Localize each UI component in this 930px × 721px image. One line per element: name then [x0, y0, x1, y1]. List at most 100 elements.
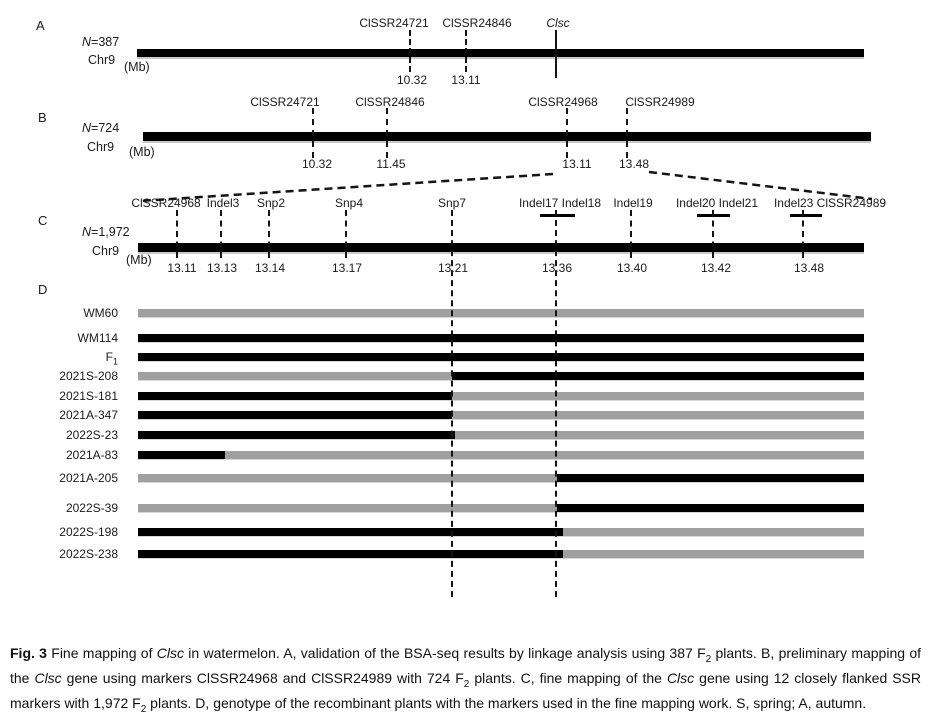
genotype-row: F1	[0, 350, 930, 366]
interval-line-right-dashed	[555, 210, 557, 597]
genotype-segment-black	[452, 372, 864, 380]
genotype-bar	[138, 451, 864, 459]
genotype-bar	[138, 504, 864, 512]
genotype-row-label: 2022S-23	[65, 428, 118, 442]
caption-fragment: Fine mapping of	[46, 645, 157, 661]
marker-line-dashed	[268, 210, 270, 258]
genotype-row: 2021A-83	[0, 448, 930, 462]
caption-fragment: in watermelon. A, validation of the BSA-…	[184, 645, 706, 661]
genotype-row-label: 2021A-83	[65, 448, 118, 462]
caption-fragment: plants. D, genotype of the recombinant p…	[146, 694, 867, 711]
genotype-row: 2021A-347	[0, 408, 930, 422]
genotype-segment-gray	[562, 528, 864, 536]
n-italic: N	[82, 225, 92, 239]
n-italic: N	[82, 121, 92, 135]
zoom-connector-right-line	[648, 170, 873, 201]
marker-label: Indel17 Indel18	[518, 196, 602, 210]
gene-label-clsc: Clsc	[546, 16, 570, 30]
genotype-segment-gray	[455, 431, 864, 439]
genotype-row-label: 2022S-238	[59, 547, 118, 561]
marker-position: 13.11	[167, 261, 197, 275]
caption-text: Fig. 3 Fine mapping of Clsc in watermelo…	[10, 644, 921, 718]
marker-label: ClSSR24721	[359, 16, 429, 30]
genotype-segment-black	[138, 550, 563, 558]
genotype-row: 2021A-205	[0, 471, 930, 485]
marker-group-bar	[540, 214, 575, 217]
marker-label: Indel19	[613, 196, 653, 210]
genotype-row: WM60	[0, 306, 930, 320]
marker-label: ClSSR24968	[528, 95, 598, 109]
caption-fragment: Fig. 3	[10, 645, 47, 661]
genotype-segment-gray	[138, 309, 864, 317]
genotype-bar	[138, 411, 864, 419]
marker-line-dashed	[220, 210, 222, 258]
marker-label: ClSSR24721	[250, 95, 320, 109]
marker-group-bar	[790, 214, 822, 217]
marker-position: 13.21	[437, 261, 469, 275]
genotype-segment-gray	[138, 504, 557, 512]
genotype-bar	[138, 392, 864, 400]
panel-label-a: A	[36, 18, 45, 33]
n-italic: N	[82, 35, 92, 49]
genotype-row: 2022S-23	[0, 428, 930, 442]
marker-label: Snp4	[334, 196, 364, 210]
caption-fragment: 2	[463, 678, 470, 690]
genotype-row-label: 2021S-208	[59, 369, 118, 383]
n-value: =387	[91, 35, 120, 49]
genotype-segment-gray	[138, 372, 453, 380]
genotype-row-label: 2022S-198	[59, 525, 118, 539]
chromosome-label-b: Chr9	[87, 140, 115, 154]
genotype-row-label: WM114	[77, 331, 118, 345]
n-value: =1,972	[91, 225, 130, 239]
marker-label: ClSSR24989	[625, 95, 695, 109]
genotype-segment-black	[138, 392, 453, 400]
caption-fragment: Clsc	[156, 645, 184, 661]
marker-position: 10.32	[396, 73, 428, 87]
marker-line-dashed	[345, 210, 347, 258]
mb-unit-label-b: (Mb)	[129, 145, 155, 159]
population-size-a: N=387	[82, 35, 119, 49]
caption-fragment: gene using 12 closely flanked SSR marker…	[10, 669, 922, 711]
genotype-bar	[138, 353, 864, 361]
marker-label: Indel3	[206, 196, 240, 210]
genotype-segment-black	[138, 334, 864, 342]
genotype-bar	[138, 431, 864, 439]
marker-position: 11.45	[376, 157, 406, 171]
genotype-bar	[138, 550, 864, 558]
marker-label: Snp7	[437, 196, 467, 210]
marker-line-dashed	[626, 108, 628, 158]
marker-position: 13.14	[254, 261, 286, 275]
interval-line-left-dashed	[451, 210, 453, 597]
marker-position: 13.48	[793, 261, 825, 275]
genotype-segment-black	[556, 474, 864, 482]
genotype-row-label: WM60	[83, 306, 118, 320]
genotype-row: WM114	[0, 331, 930, 345]
panel-label-c: C	[38, 213, 48, 228]
marker-position: 13.48	[618, 157, 650, 171]
genotype-row-label: 2021A-347	[59, 408, 118, 422]
genotype-segment-gray	[562, 550, 864, 558]
marker-position: 13.13	[206, 261, 238, 275]
marker-line-dashed	[712, 210, 714, 258]
marker-line-dashed	[176, 210, 178, 258]
marker-label: Indel20 Indel21	[675, 196, 759, 210]
genotype-segment-black	[556, 504, 864, 512]
marker-label: ClSSR24846	[442, 16, 512, 30]
genotype-segment-gray	[452, 411, 864, 419]
genotype-segment-black	[138, 411, 453, 419]
caption-fragment: Clsc	[34, 669, 62, 686]
n-value: =724	[91, 121, 120, 135]
marker-position: 13.40	[616, 261, 648, 275]
gene-line-solid	[555, 30, 557, 78]
marker-line-dashed	[630, 210, 632, 258]
marker-label: ClSSR24846	[355, 95, 425, 109]
genotype-row: 2021S-208	[0, 369, 930, 383]
caption-fragment: plants. B, preliminary mapping of the	[10, 645, 921, 686]
marker-line-dashed	[566, 108, 568, 158]
marker-line-dashed	[465, 30, 467, 72]
genotype-bar	[138, 474, 864, 482]
genotype-row: 2022S-198	[0, 525, 930, 539]
marker-label: Indel23 ClSSR24989	[773, 196, 887, 210]
genotype-row: 2022S-39	[0, 501, 930, 515]
marker-position: 10.32	[301, 157, 333, 171]
